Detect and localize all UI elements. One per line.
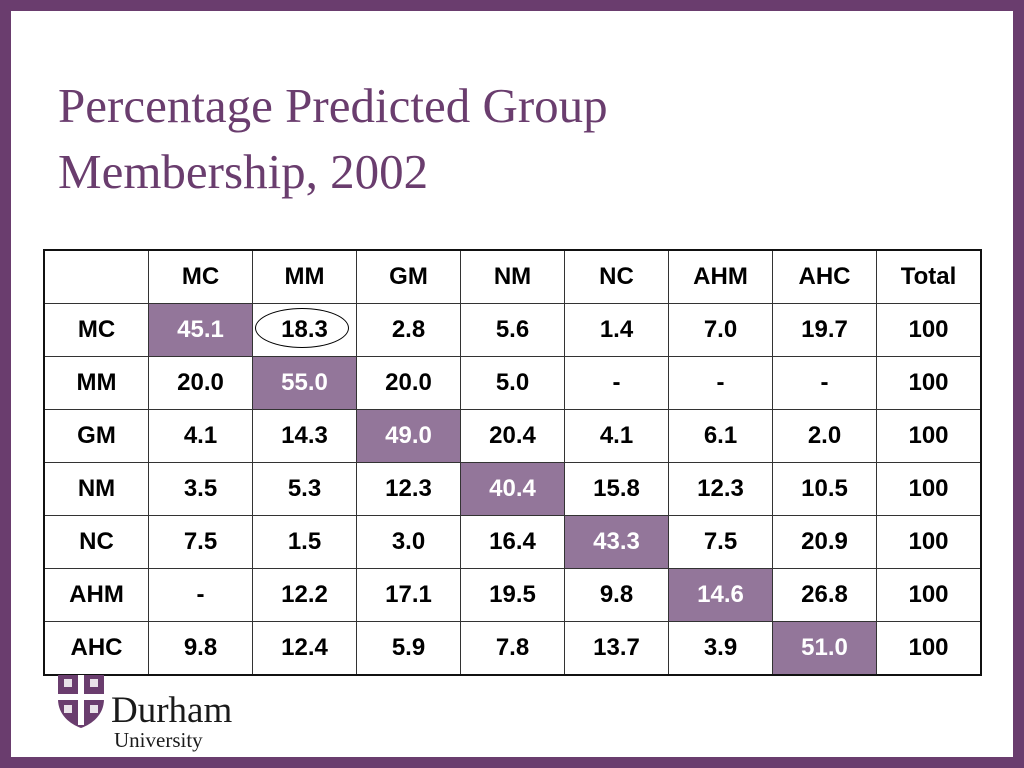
table-cell-diagonal: 51.0 [772, 621, 877, 676]
table-cell: 3.0 [356, 515, 461, 569]
table-cell-diagonal: 49.0 [356, 409, 461, 463]
row-label-nm: NM [43, 462, 149, 516]
table-cell-total: 100 [876, 568, 982, 622]
durham-crest-icon [58, 675, 104, 728]
table-cell: - [668, 356, 773, 410]
header-cell-mc: MC [148, 249, 253, 304]
table-cell: 2.0 [772, 409, 877, 463]
table-cell: 5.9 [356, 621, 461, 676]
table-cell-total: 100 [876, 462, 982, 516]
table-cell: 20.0 [148, 356, 253, 410]
table-cell: 5.3 [252, 462, 357, 516]
table-cell: 7.0 [668, 303, 773, 357]
header-cell-corner [43, 249, 149, 304]
table-cell: 5.6 [460, 303, 565, 357]
table-cell: 3.9 [668, 621, 773, 676]
row-label-nc: NC [43, 515, 149, 569]
table-cell: - [564, 356, 669, 410]
table-row: AHM - 12.2 17.1 19.5 9.8 14.6 26.8 100 [43, 568, 982, 622]
table-cell-diagonal: 55.0 [252, 356, 357, 410]
table-cell: 9.8 [148, 621, 253, 676]
table-cell: 7.8 [460, 621, 565, 676]
table-cell: 5.0 [460, 356, 565, 410]
table-cell: 7.5 [668, 515, 773, 569]
row-label-mc: MC [43, 303, 149, 357]
durham-university-logo: Durham University [56, 673, 256, 753]
header-cell-total: Total [876, 249, 982, 304]
table-cell: 19.5 [460, 568, 565, 622]
table-cell: 17.1 [356, 568, 461, 622]
table-cell: 1.5 [252, 515, 357, 569]
table-row: NM 3.5 5.3 12.3 40.4 15.8 12.3 10.5 100 [43, 462, 982, 516]
table-cell-diagonal: 14.6 [668, 568, 773, 622]
header-cell-gm: GM [356, 249, 461, 304]
header-cell-mm: MM [252, 249, 357, 304]
table-cell-total: 100 [876, 409, 982, 463]
table-row: AHC 9.8 12.4 5.9 7.8 13.7 3.9 51.0 100 [43, 621, 982, 676]
table-cell: - [148, 568, 253, 622]
slide-title-line1: Percentage Predicted Group [58, 78, 608, 133]
row-label-ahm: AHM [43, 568, 149, 622]
table-cell: 2.8 [356, 303, 461, 357]
slide-title: Percentage Predicted Group Membership, 2… [58, 73, 608, 205]
table-cell-total: 100 [876, 621, 982, 676]
table-cell: 12.4 [252, 621, 357, 676]
table-cell-total: 100 [876, 303, 982, 357]
table-cell: 7.5 [148, 515, 253, 569]
table-cell: - [772, 356, 877, 410]
table-cell: 6.1 [668, 409, 773, 463]
table-cell: 10.5 [772, 462, 877, 516]
table-row: MC 45.1 18.3 2.8 5.6 1.4 7.0 19.7 100 [43, 303, 982, 357]
table-cell: 20.4 [460, 409, 565, 463]
table-cell-total: 100 [876, 356, 982, 410]
table-cell: 20.0 [356, 356, 461, 410]
cell-value: 18.3 [281, 316, 328, 343]
table-cell: 26.8 [772, 568, 877, 622]
table-header-row: MC MM GM NM NC AHM AHC Total [43, 249, 982, 304]
table-cell-total: 100 [876, 515, 982, 569]
table-row: MM 20.0 55.0 20.0 5.0 - - - 100 [43, 356, 982, 410]
table-cell: 20.9 [772, 515, 877, 569]
table-cell: 15.8 [564, 462, 669, 516]
table-cell-diagonal: 43.3 [564, 515, 669, 569]
table-cell: 3.5 [148, 462, 253, 516]
table-cell: 16.4 [460, 515, 565, 569]
table-cell: 12.3 [356, 462, 461, 516]
header-cell-nm: NM [460, 249, 565, 304]
table-cell: 12.3 [668, 462, 773, 516]
table-cell: 13.7 [564, 621, 669, 676]
table-cell: 12.2 [252, 568, 357, 622]
row-label-mm: MM [43, 356, 149, 410]
header-cell-ahc: AHC [772, 249, 877, 304]
table-cell: 1.4 [564, 303, 669, 357]
row-label-gm: GM [43, 409, 149, 463]
table-cell: 4.1 [564, 409, 669, 463]
header-cell-ahm: AHM [668, 249, 773, 304]
logo-wordmark-university: University [114, 728, 203, 752]
table-cell-diagonal: 40.4 [460, 462, 565, 516]
slide-title-line2: Membership, 2002 [58, 144, 429, 199]
table-cell-diagonal: 45.1 [148, 303, 253, 357]
table-cell-circled: 18.3 [252, 303, 357, 357]
table-cell: 4.1 [148, 409, 253, 463]
table-cell: 9.8 [564, 568, 669, 622]
table-cell: 19.7 [772, 303, 877, 357]
table-row: GM 4.1 14.3 49.0 20.4 4.1 6.1 2.0 100 [43, 409, 982, 463]
membership-table: MC MM GM NM NC AHM AHC Total MC 45.1 18.… [43, 249, 982, 676]
row-label-ahc: AHC [43, 621, 149, 676]
header-cell-nc: NC [564, 249, 669, 304]
table-cell: 14.3 [252, 409, 357, 463]
table-row: NC 7.5 1.5 3.0 16.4 43.3 7.5 20.9 100 [43, 515, 982, 569]
logo-wordmark-durham: Durham [111, 690, 233, 731]
